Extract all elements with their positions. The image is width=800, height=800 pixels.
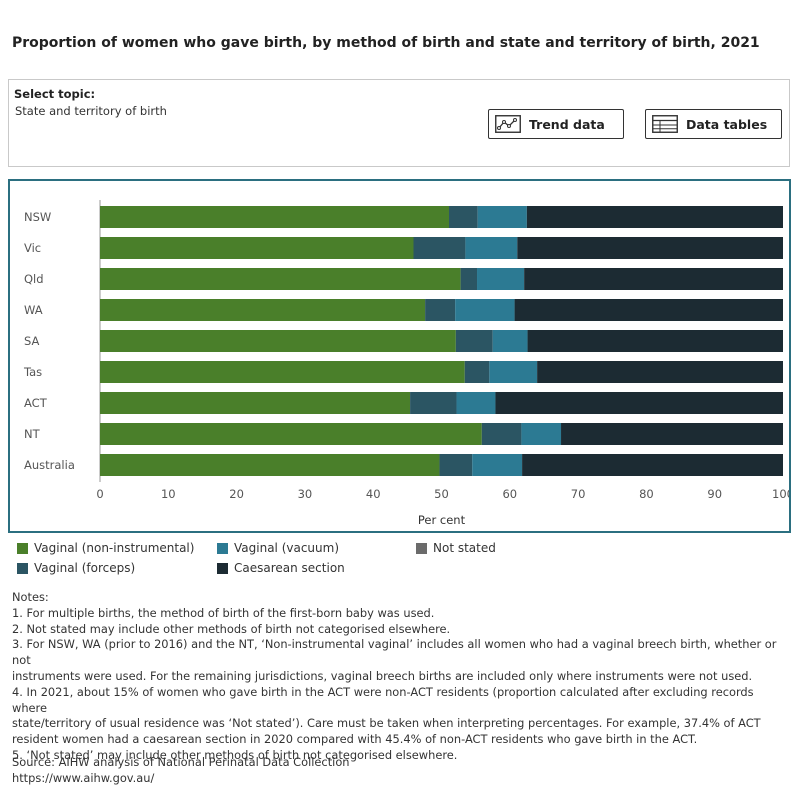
bar-segment[interactable] bbox=[100, 423, 482, 445]
note-line: state/territory of usual residence was ‘… bbox=[12, 716, 761, 731]
legend-swatch bbox=[416, 542, 427, 554]
bar-segment[interactable] bbox=[100, 268, 461, 290]
bar-segment[interactable] bbox=[526, 206, 783, 228]
bar-segment[interactable] bbox=[100, 361, 465, 383]
bar-segment[interactable] bbox=[465, 237, 518, 259]
x-tick-label: 60 bbox=[502, 487, 517, 501]
topic-value[interactable]: State and territory of birth bbox=[15, 104, 167, 118]
legend-label: Caesarean section bbox=[234, 561, 345, 575]
bar-segment[interactable] bbox=[481, 423, 522, 445]
legend-item-not-stated[interactable]: Not stated bbox=[416, 541, 496, 555]
bar-segment[interactable] bbox=[537, 361, 783, 383]
bar-segment[interactable] bbox=[100, 237, 414, 259]
legend-label: Vaginal (vacuum) bbox=[234, 541, 340, 555]
note-line: 4. In 2021, about 15% of women who gave … bbox=[12, 684, 754, 715]
category-label: ACT bbox=[24, 396, 48, 410]
category-label: SA bbox=[24, 334, 40, 348]
note-line: 5. ‘Not stated’ may include other method… bbox=[12, 747, 458, 762]
source-section: Source: AIHW analysis of National Perina… bbox=[12, 755, 788, 787]
bar-segment[interactable] bbox=[439, 454, 473, 476]
bar-segment[interactable] bbox=[527, 330, 783, 352]
category-label: Tas bbox=[23, 365, 42, 379]
chart-legend: Vaginal (non-instrumental) Vaginal (vacu… bbox=[17, 540, 617, 580]
x-tick-label: 70 bbox=[571, 487, 586, 501]
x-tick-label: 10 bbox=[161, 487, 176, 501]
source-url[interactable]: https://www.aihw.gov.au/ bbox=[12, 770, 155, 785]
x-axis-label: Per cent bbox=[418, 513, 466, 527]
legend-label: Vaginal (non-instrumental) bbox=[34, 541, 195, 555]
bar-segment[interactable] bbox=[455, 299, 515, 321]
topic-label: Select topic: bbox=[14, 87, 96, 101]
x-tick-label: 40 bbox=[366, 487, 381, 501]
x-tick-label: 20 bbox=[229, 487, 244, 501]
category-label: Australia bbox=[24, 458, 75, 472]
trend-data-label: Trend data bbox=[529, 116, 605, 132]
notes-section: Notes: 1. For multiple births, the metho… bbox=[12, 590, 788, 764]
category-label: NSW bbox=[24, 210, 51, 224]
data-tables-button[interactable]: Data tables bbox=[645, 109, 782, 139]
note-line: resident women had a caesarean section i… bbox=[12, 732, 698, 747]
legend-item-vaginal-non-instrumental[interactable]: Vaginal (non-instrumental) bbox=[17, 541, 194, 555]
x-tick-label: 100 bbox=[772, 487, 789, 501]
chart-title: Proportion of women who gave birth, by m… bbox=[12, 35, 760, 51]
x-tick-label: 90 bbox=[707, 487, 722, 501]
legend-swatch bbox=[17, 542, 28, 554]
bar-segment[interactable] bbox=[413, 237, 466, 259]
trend-data-button[interactable]: Trend data bbox=[488, 109, 624, 139]
bar-segment[interactable] bbox=[521, 423, 562, 445]
legend-swatch bbox=[17, 562, 28, 574]
bar-segment[interactable] bbox=[489, 361, 538, 383]
note-line: 3. For NSW, WA (prior to 2016) and the N… bbox=[12, 637, 777, 668]
bar-segment[interactable] bbox=[100, 299, 426, 321]
legend-label: Not stated bbox=[433, 541, 496, 555]
bar-segment[interactable] bbox=[477, 206, 527, 228]
note-line: 1. For multiple births, the method of bi… bbox=[12, 605, 435, 620]
legend-swatch bbox=[217, 542, 228, 554]
legend-swatch bbox=[217, 562, 228, 574]
chart-panel: NSW Vic Qld WA SA Tas ACT NT Australia 0 10 20 30 40 5… bbox=[8, 179, 791, 533]
bar-segment[interactable] bbox=[425, 299, 456, 321]
stacked-bar-chart: NSW Vic Qld WA SA Tas ACT NT Australia 0 10 20 30 40 5… bbox=[23, 200, 789, 527]
category-label: NT bbox=[24, 427, 41, 441]
table-icon bbox=[652, 115, 678, 133]
bar-segment[interactable] bbox=[100, 454, 440, 476]
bar-segment[interactable] bbox=[492, 330, 528, 352]
category-label: WA bbox=[24, 303, 43, 317]
x-tick-label: 80 bbox=[639, 487, 654, 501]
legend-label: Vaginal (forceps) bbox=[34, 561, 136, 575]
bar-segment[interactable] bbox=[472, 454, 523, 476]
note-line: 2. Not stated may include other methods … bbox=[12, 621, 451, 636]
bar-segment[interactable] bbox=[522, 454, 783, 476]
bar-segment[interactable] bbox=[456, 392, 496, 414]
bar-segment[interactable] bbox=[100, 206, 450, 228]
bar-segment[interactable] bbox=[100, 330, 456, 352]
data-tables-label: Data tables bbox=[686, 116, 768, 132]
legend-item-caesarean-section[interactable]: Caesarean section bbox=[217, 561, 345, 575]
notes-heading: Notes: bbox=[12, 590, 49, 604]
bar-segment[interactable] bbox=[455, 330, 493, 352]
bar-segment[interactable] bbox=[517, 237, 783, 259]
bar-segment[interactable] bbox=[100, 392, 411, 414]
x-tick-label: 0 bbox=[96, 487, 103, 501]
bar-segment[interactable] bbox=[524, 268, 783, 290]
legend-item-vaginal-forceps[interactable]: Vaginal (forceps) bbox=[17, 561, 135, 575]
bar-segment[interactable] bbox=[464, 361, 490, 383]
bar-segment[interactable] bbox=[477, 268, 525, 290]
bar-segment[interactable] bbox=[495, 392, 783, 414]
x-tick-label: 30 bbox=[298, 487, 313, 501]
category-label: Qld bbox=[24, 272, 44, 286]
x-tick-label: 50 bbox=[434, 487, 449, 501]
bar-segment[interactable] bbox=[561, 423, 783, 445]
bar-segment[interactable] bbox=[514, 299, 783, 321]
topic-selector-panel: Select topic: State and territory of bir… bbox=[8, 79, 790, 167]
note-line: instruments were used. For the remaining… bbox=[12, 668, 753, 683]
source-text: Source: AIHW analysis of National Perina… bbox=[12, 755, 350, 769]
legend-item-vaginal-vacuum[interactable]: Vaginal (vacuum) bbox=[217, 541, 339, 555]
bar-segment[interactable] bbox=[449, 206, 478, 228]
bar-segment[interactable] bbox=[410, 392, 457, 414]
category-label: Vic bbox=[24, 241, 41, 255]
bar-segment[interactable] bbox=[460, 268, 478, 290]
line-chart-icon bbox=[495, 115, 521, 133]
